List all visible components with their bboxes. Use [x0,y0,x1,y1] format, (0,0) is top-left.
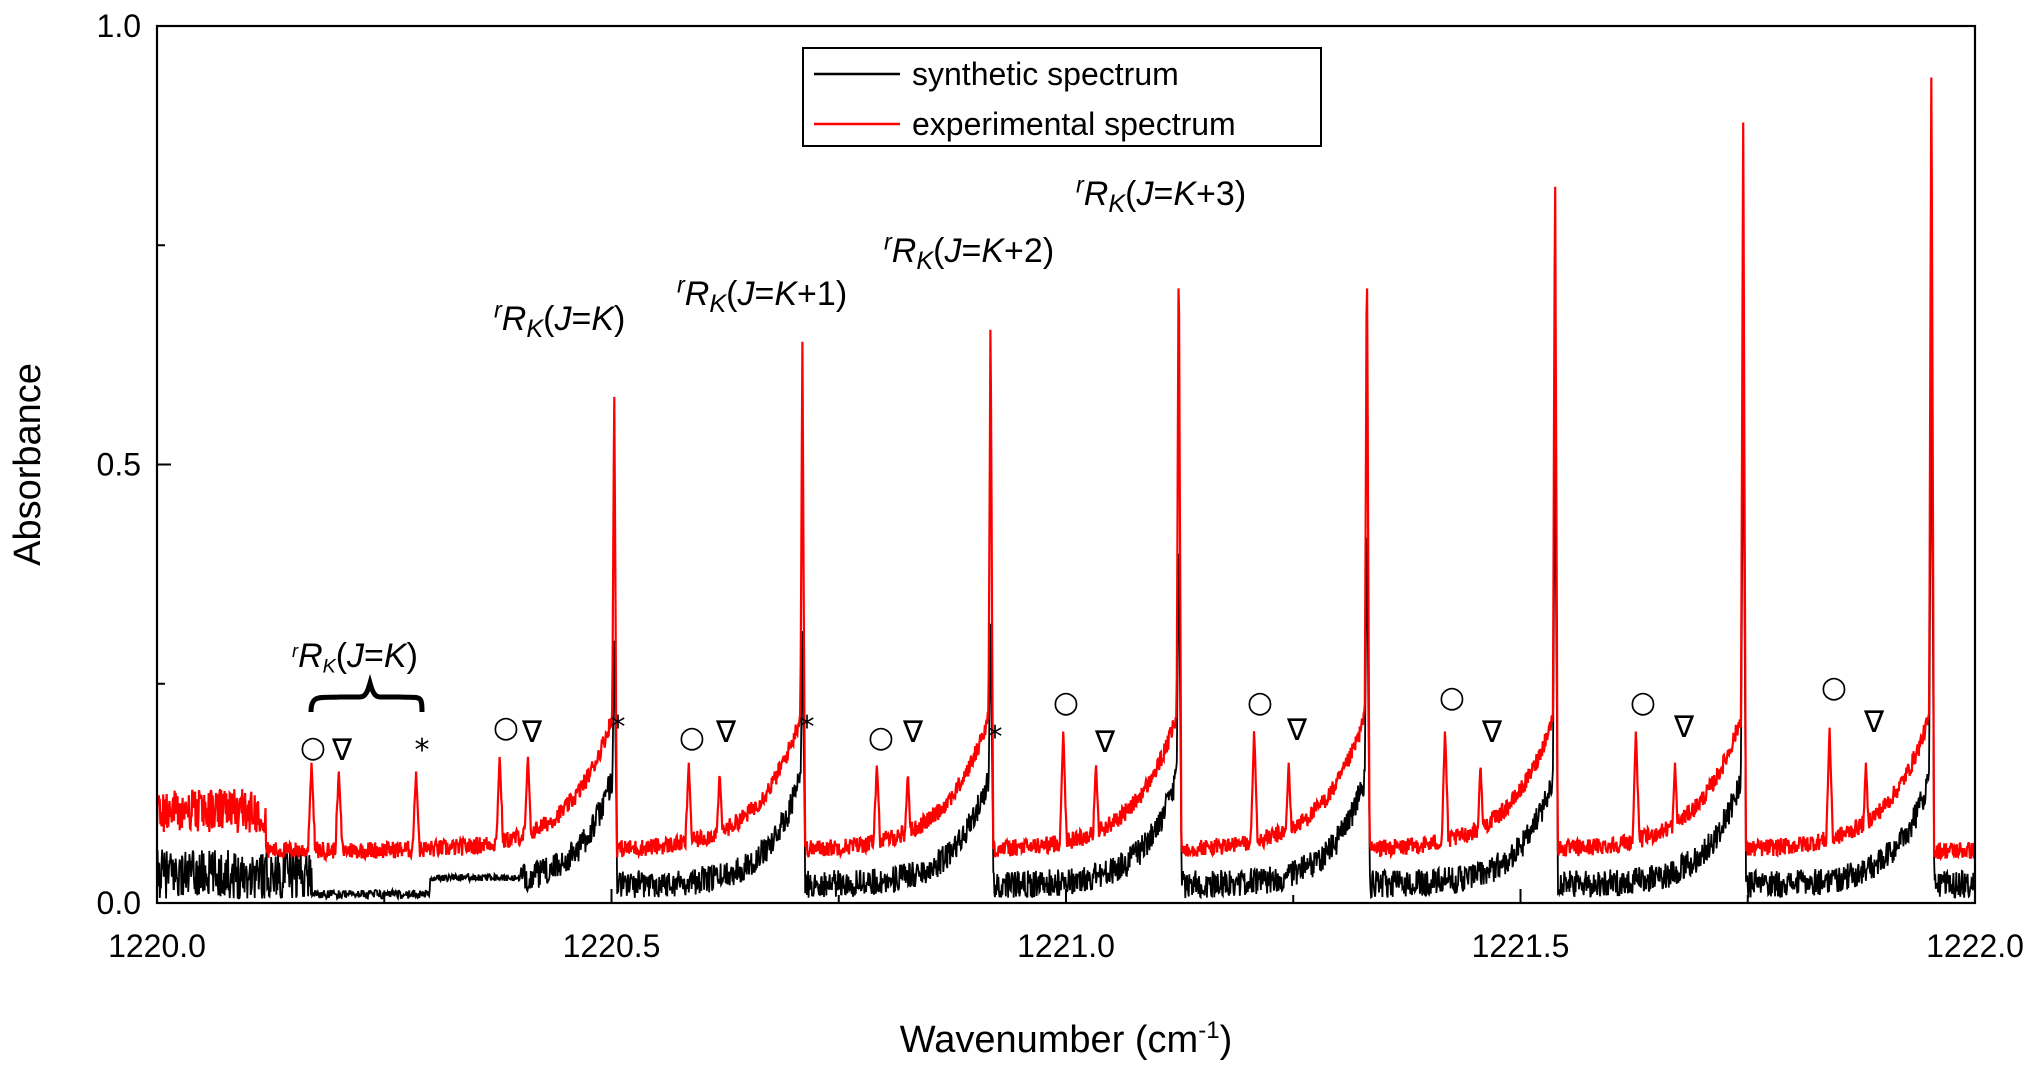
legend-box [802,47,1322,147]
rk-j: J [944,232,963,270]
rk-eq: = [364,637,384,675]
rk-paren-open: ( [933,232,945,270]
peak-marker: ∇ [715,715,737,750]
rk-sub: K [709,290,727,318]
x-tick-label: 1222.0 [1926,928,2024,964]
rk-paren-close: ) [614,300,625,338]
rk-k: K [591,300,615,338]
rk-k: K [981,232,1005,270]
peak-marker: * [415,733,430,768]
x-axis-title: Wavenumber (cm-1) [900,1017,1232,1061]
peak-marker: ∇ [1481,715,1503,750]
peak-marker: ∇ [521,715,543,750]
peak-marker: ○ [493,710,519,745]
rk-sup: r [677,271,686,297]
rk-paren-close: ) [1235,175,1246,213]
rk-label: rRK(J=K) [292,637,418,678]
peak-marker: ○ [868,720,894,755]
rk-label: rRK(J=K+3) [1076,171,1246,218]
rk-j: J [346,637,365,675]
rk-plus: +1 [797,275,836,313]
experimental-series-line [157,77,1975,863]
x-tick-label: 1220.5 [563,928,661,964]
peak-marker: ○ [1247,685,1273,720]
rk-paren-open: ( [336,637,348,675]
peak-marker: ∇ [1094,725,1116,760]
peak-marker: ∇ [1673,710,1695,745]
x-axis-title-sup: -1 [1198,1017,1219,1044]
rk-sup: r [292,641,299,661]
rk-sub: K [323,656,337,678]
legend-label: synthetic spectrum [912,56,1179,92]
rk-label: rRK(J=K) [494,296,625,343]
rk-k: K [384,637,408,675]
rk-j: J [1136,175,1155,213]
peak-marker: * [611,710,626,745]
rk-sub: K [916,247,934,275]
rk-label: rRK(J=K+2) [884,228,1054,275]
rk-sup: r [494,296,503,322]
y-tick-label: 1.0 [97,8,141,44]
peak-marker: ○ [1053,685,1079,720]
peak-marker: ○ [1821,670,1847,705]
x-tick-label: 1221.0 [1017,928,1115,964]
y-tick-label: 0.5 [97,447,141,483]
rk-plus: +3 [1196,175,1235,213]
plot-frame [155,24,1977,905]
rk-main: R [298,637,323,675]
peak-marker: ∇ [1863,705,1885,740]
peak-marker: ○ [679,720,705,755]
peak-marker: ○ [1439,680,1465,715]
rk-j: J [737,275,756,313]
rk-k: K [774,275,798,313]
grouping-brace [308,673,425,713]
legend-label: experimental spectrum [912,106,1236,142]
rk-k: K [1173,175,1197,213]
peak-marker: * [800,710,815,745]
rk-paren-close: ) [407,637,418,675]
peak-marker: ∇ [902,715,924,750]
rk-paren-open: ( [1125,175,1137,213]
rk-main: R [685,275,710,313]
x-axis-title-tail: ) [1220,1019,1233,1061]
y-axis-title: Absorbance [7,363,49,566]
peak-marker: * [988,720,1003,755]
rk-sup: r [884,228,893,254]
rk-eq: = [1154,175,1174,213]
peak-marker: ○ [300,730,326,765]
x-axis-title-main: Wavenumber (cm [900,1019,1198,1061]
rk-sub: K [1108,190,1126,218]
rk-main: R [1084,175,1109,213]
rk-j: J [554,300,573,338]
rk-eq: = [962,232,982,270]
rk-eq: = [755,275,775,313]
y-tick-label: 0.0 [97,885,141,921]
rk-main: R [892,232,917,270]
rk-paren-open: ( [726,275,738,313]
peak-marker: ∇ [1286,713,1308,748]
rk-eq: = [572,300,592,338]
x-tick-label: 1220.0 [108,928,206,964]
x-tick-label: 1221.5 [1472,928,1570,964]
rk-paren-open: ( [543,300,555,338]
rk-paren-close: ) [836,275,847,313]
rk-paren-close: ) [1043,232,1054,270]
rk-plus: +2 [1004,232,1043,270]
rk-sup: r [1076,171,1085,197]
synthetic-series-line [157,359,1975,902]
rk-label: rRK(J=K+1) [677,271,847,318]
rk-main: R [502,300,527,338]
peak-marker: ∇ [331,733,353,768]
peak-marker: ○ [1630,685,1656,720]
rk-sub: K [526,315,544,343]
